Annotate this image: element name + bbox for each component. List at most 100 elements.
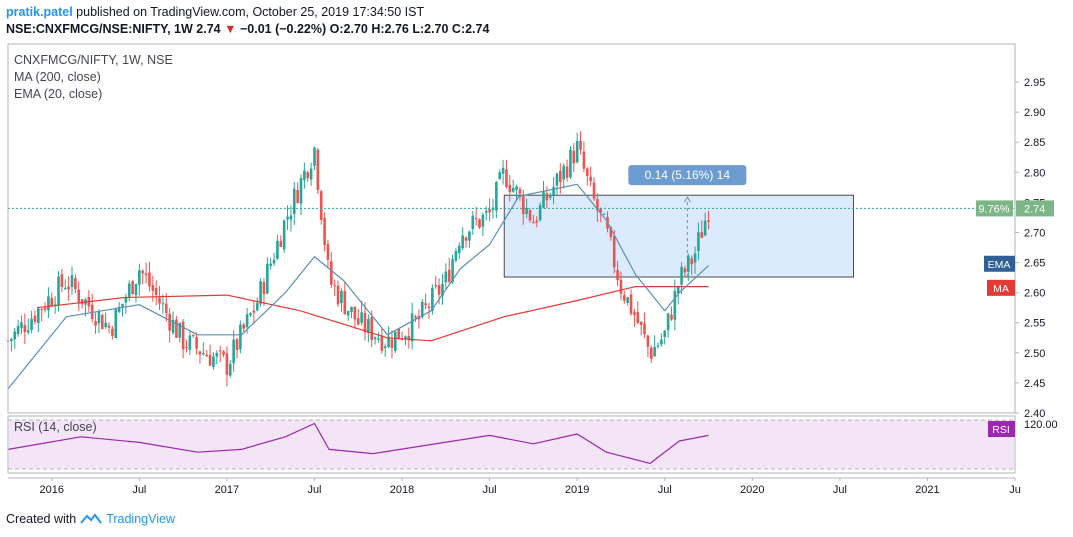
candle-body bbox=[161, 303, 165, 305]
candle-body bbox=[350, 306, 353, 313]
candle-body bbox=[289, 215, 293, 220]
rsi-label-bg bbox=[988, 421, 1015, 437]
candle-body bbox=[232, 339, 235, 364]
candle-body bbox=[330, 261, 333, 285]
candle-body bbox=[319, 191, 323, 220]
candle-body bbox=[670, 314, 673, 320]
candle-body bbox=[218, 350, 222, 352]
last-price-label-bg bbox=[1016, 200, 1054, 217]
candle-body bbox=[242, 324, 246, 329]
candle-body bbox=[259, 281, 262, 304]
candle-body bbox=[215, 353, 219, 357]
candle-body bbox=[141, 270, 145, 274]
candle-body bbox=[420, 301, 424, 317]
time-tick-label: 2018 bbox=[390, 484, 414, 496]
candle-body bbox=[360, 312, 363, 323]
candle-body bbox=[336, 285, 340, 305]
rsi-line bbox=[7, 422, 709, 464]
candle-body bbox=[626, 297, 629, 303]
candle-body bbox=[377, 338, 380, 340]
legend-ema[interactable]: EMA (20, close) bbox=[14, 87, 103, 101]
candle-body bbox=[10, 338, 13, 342]
candle-body bbox=[515, 186, 518, 190]
tradingview-logo-icon bbox=[80, 513, 102, 524]
candle-body bbox=[144, 273, 148, 276]
candle-body bbox=[414, 316, 417, 318]
candle-body bbox=[535, 220, 539, 223]
candle-body bbox=[164, 303, 168, 313]
candle-body bbox=[538, 205, 542, 221]
candle-body bbox=[154, 287, 158, 296]
candle-body bbox=[114, 309, 118, 339]
ema-label-bg bbox=[984, 255, 1015, 272]
time-tick-label: Jul bbox=[658, 484, 672, 496]
candle-body bbox=[191, 335, 195, 337]
candle-body bbox=[255, 302, 259, 311]
ema-line bbox=[7, 183, 709, 390]
candle-body bbox=[555, 173, 559, 186]
candle-body bbox=[680, 266, 683, 285]
candle-body bbox=[151, 285, 155, 291]
candle-body bbox=[326, 243, 330, 260]
candle-body bbox=[410, 313, 414, 342]
candle-body bbox=[134, 284, 138, 296]
created-with-text: Created with bbox=[6, 512, 77, 526]
candle-body bbox=[306, 172, 310, 179]
candle-body bbox=[363, 312, 367, 333]
candle-body bbox=[20, 322, 23, 329]
candle-body bbox=[373, 337, 377, 340]
candle-body bbox=[548, 194, 552, 198]
candle-body bbox=[616, 270, 619, 281]
candle-body bbox=[276, 240, 279, 259]
candle-body bbox=[303, 170, 306, 181]
candle-body bbox=[205, 354, 209, 357]
candle-body bbox=[292, 188, 296, 215]
legend-rsi[interactable]: RSI (14, close) bbox=[14, 420, 97, 434]
last-price: 2.74 bbox=[196, 22, 221, 36]
candle-body bbox=[663, 330, 667, 337]
candle-body bbox=[545, 193, 549, 201]
time-tick-label: 2021 bbox=[915, 484, 939, 496]
legend-ma[interactable]: MA (200, close) bbox=[14, 70, 101, 84]
candle-body bbox=[198, 351, 202, 355]
candle-body bbox=[404, 336, 407, 340]
candle-body bbox=[286, 216, 289, 220]
author-name[interactable]: pratik.patel bbox=[6, 5, 73, 19]
time-tick-label: 2016 bbox=[40, 484, 64, 496]
candle-body bbox=[101, 314, 104, 330]
candle-body bbox=[471, 215, 475, 229]
measure-box[interactable]: 0.14 (5.16%) 14 bbox=[503, 165, 854, 278]
candle-body bbox=[394, 331, 397, 351]
candle-body bbox=[282, 220, 286, 250]
candle-body bbox=[461, 235, 464, 249]
candle-body bbox=[299, 178, 303, 204]
candle-body bbox=[666, 313, 670, 331]
candle-body bbox=[343, 291, 347, 315]
candle-body bbox=[111, 328, 114, 336]
candle-body bbox=[559, 170, 562, 183]
candle-body bbox=[525, 207, 528, 214]
candle-body bbox=[528, 210, 532, 221]
tradingview-brand[interactable]: TradingView bbox=[106, 512, 175, 526]
candle-body bbox=[683, 268, 687, 273]
time-tick-label: 2020 bbox=[740, 484, 764, 496]
footer: Created with TradingView bbox=[6, 512, 175, 526]
candle-body bbox=[279, 240, 283, 247]
candle-body bbox=[33, 315, 37, 322]
candle-body bbox=[521, 194, 525, 215]
candle-body bbox=[239, 324, 242, 350]
candle-body bbox=[511, 187, 515, 192]
candle-body bbox=[639, 321, 643, 325]
rsi-tick-label: 120.00 bbox=[1024, 419, 1058, 431]
candle-body bbox=[552, 186, 555, 196]
candle-body bbox=[245, 314, 249, 328]
candle-body bbox=[356, 318, 360, 325]
candle-body bbox=[542, 190, 545, 208]
published-text: published on TradingView.com, October 25… bbox=[76, 5, 425, 19]
candle-body bbox=[107, 325, 111, 328]
candle-body bbox=[687, 255, 690, 272]
candle-body bbox=[602, 214, 606, 216]
measure-label: 0.14 (5.16%) 14 bbox=[645, 168, 731, 182]
candle-body bbox=[208, 354, 212, 366]
